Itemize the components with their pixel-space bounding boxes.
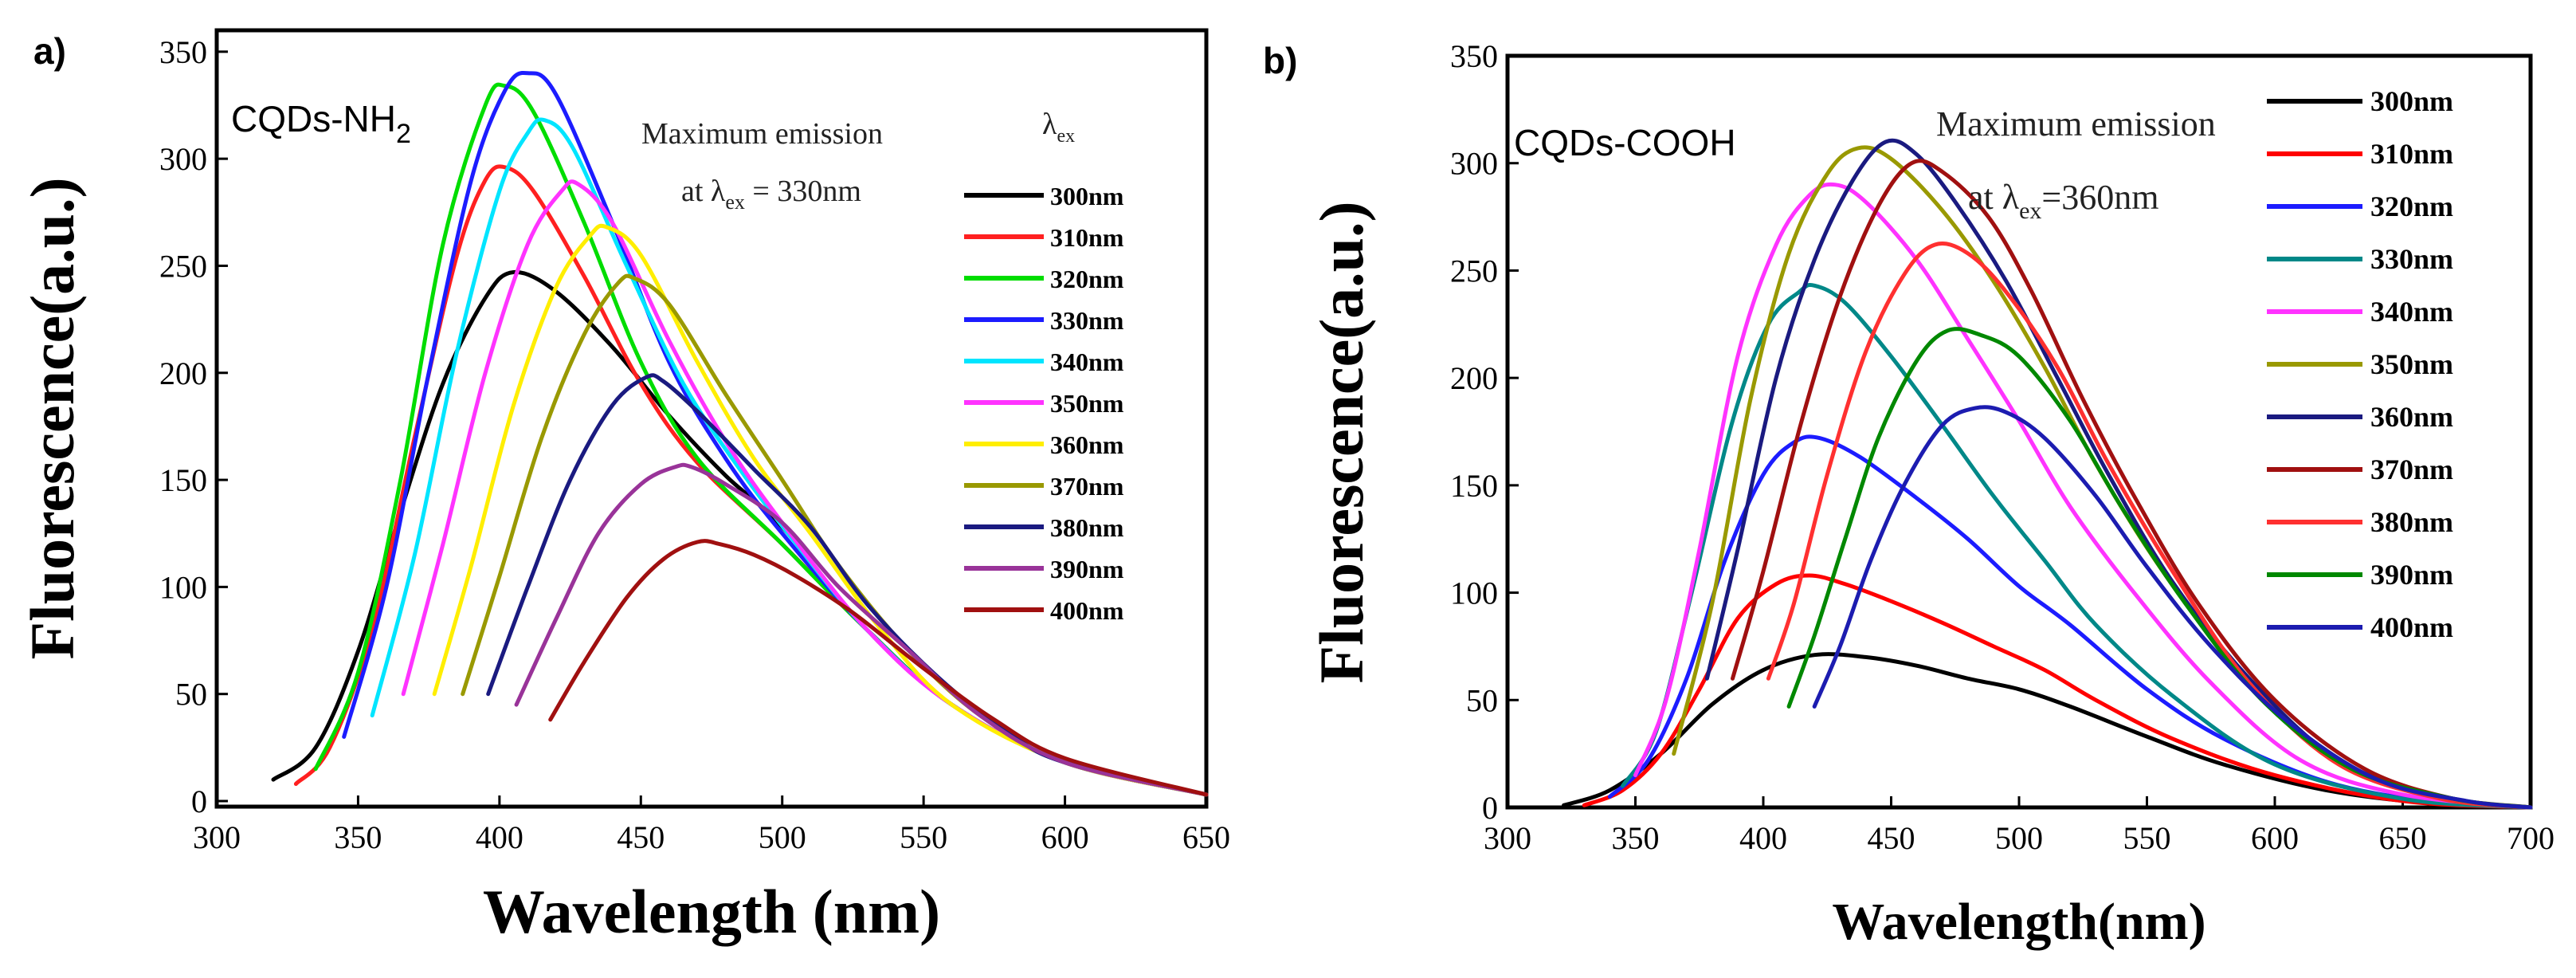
panel-b-legend-label: 330nm [2370,243,2453,275]
panel-a-y-tick-label: 300 [159,141,207,177]
panel-a-legend-label: 400nm [1050,596,1124,625]
panel-a: a) 300 350 400 450 500 550 600 650 0 50 100 150 200 2… [18,28,1230,946]
panel-b-y-tick-label: 200 [1450,360,1498,396]
panel-b-series-line-300nm [1562,652,2533,810]
panel-a-y-tick-label: 50 [175,677,207,713]
panel-b-legend-label: 340nm [2370,296,2453,328]
panel-a-x-tick-label: 550 [900,819,947,855]
panel-b-series-group [1562,138,2533,810]
panel-b-sample-label: CQDs-COOH [1514,122,1736,163]
panel-b-legend-label: 350nm [2370,348,2453,380]
panel-b-y-tick-label: 100 [1450,575,1498,611]
panel-a-x-tick-label: 300 [193,819,241,855]
panel-b-label: b) [1263,40,1297,81]
panel-a-series-group [271,70,1209,797]
panel-b: b) 300 350 400 450 500 550 600 650 700 0 50 100 150 2… [1263,38,2554,951]
panel-a-annotation-line2: at λex = 330nm [681,175,861,214]
panel-b-y-tick-label: 250 [1450,253,1498,289]
panel-a-x-axis-label: Wavelength (nm) [483,877,940,946]
panel-b-y-tick-label: 150 [1450,468,1498,504]
panel-b-x-tick-label: 400 [1739,820,1787,856]
panel-b-x-tick-label: 300 [1484,820,1531,856]
panel-a-y-tick-label: 150 [159,462,207,498]
panel-b-annotation-line1: Maximum emission [1936,104,2216,143]
panel-a-series-line-390nm [514,462,1209,797]
panel-b-legend-label: 380nm [2370,506,2453,538]
panel-a-legend-title: λex [1042,108,1075,147]
panel-b-legend-label: 310nm [2370,138,2453,170]
panel-a-annotation-line1: Maximum emission [641,117,883,151]
panel-b-legend-label: 320nm [2370,190,2453,222]
panel-b-annotation-line2: at λex=360nm [1968,178,2158,224]
panel-a-y-axis-label: Fluorescence(a.u.) [18,177,87,659]
panel-a-sample-label: CQDs-NH2 [231,98,411,149]
panel-a-x-tick-label: 600 [1041,819,1089,855]
panel-a-y-tick-label: 0 [191,784,207,819]
panel-a-axis-ticks: 300 350 400 450 500 550 600 650 0 50 100 150 200 250 3… [159,34,1230,855]
panel-b-series-line-340nm [1633,182,2533,810]
panel-b-x-tick-label: 650 [2379,820,2427,856]
panel-b-x-axis-label: Wavelength(nm) [1832,893,2205,951]
panel-a-y-tick-label: 100 [159,569,207,605]
panel-b-y-tick-label: 350 [1450,38,1498,74]
panel-a-legend-label: 340nm [1050,348,1124,376]
panel-b-legend-label: 360nm [2370,401,2453,433]
panel-b-x-tick-label: 700 [2507,820,2554,856]
panel-a-label: a) [33,30,66,72]
panel-a-y-tick-label: 250 [159,248,207,284]
panel-a-legend-label: 350nm [1050,389,1124,418]
panel-a-series-line-400nm [548,539,1209,797]
panel-a-legend-label: 360nm [1050,430,1124,459]
panel-b-axis-ticks: 300 350 400 450 500 550 600 650 700 0 50 100 150 200 2… [1450,38,2554,856]
panel-b-x-tick-label: 500 [1995,820,2043,856]
panel-a-series-line-380nm [486,373,1209,797]
panel-a-x-tick-label: 500 [759,819,806,855]
panel-b-series-line-310nm [1582,573,2533,810]
panel-a-y-tick-label: 350 [159,34,207,70]
panel-b-legend-label: 390nm [2370,559,2453,591]
panel-b-x-tick-label: 350 [1612,820,1660,856]
panel-b-y-tick-label: 50 [1466,682,1498,718]
panel-b-legend: 300nm 310nm 320nm 330nm 340nm 350nm 360nm 370nm… [2267,85,2453,643]
panel-b-legend-label: 370nm [2370,454,2453,485]
panel-b-legend-label: 400nm [2370,611,2453,643]
panel-a-legend-label: 310nm [1050,223,1124,252]
panel-b-series-line-400nm [1812,405,2533,810]
panel-a-x-tick-label: 350 [334,819,382,855]
panel-b-series-line-330nm [1621,282,2533,810]
panel-a-legend: 300nm 310nm 320nm 330nm 340nm 350nm 360nm 370nm… [964,182,1124,625]
panel-a-x-tick-label: 650 [1182,819,1230,855]
panel-b-y-tick-label: 0 [1482,790,1498,826]
panel-a-x-tick-label: 400 [476,819,523,855]
panel-b-series-line-370nm [1731,159,2533,810]
panel-a-plot-frame [214,28,1209,809]
panel-b-y-tick-label: 300 [1450,146,1498,182]
panel-b-legend-label: 300nm [2370,85,2453,117]
panel-a-legend-label: 370nm [1050,472,1124,501]
panel-a-legend-label: 320nm [1050,265,1124,293]
panel-b-y-axis-label: Fluorescence(a.u.) [1307,201,1376,683]
panel-a-legend-label: 330nm [1050,306,1124,335]
panel-b-x-tick-label: 600 [2251,820,2299,856]
panel-a-x-tick-label: 450 [617,819,665,855]
panel-a-legend-label: 300nm [1050,182,1124,210]
panel-a-series-line-360nm [432,223,1209,797]
panel-b-x-tick-label: 450 [1868,820,1915,856]
panel-a-legend-label: 380nm [1050,513,1124,542]
panel-a-legend-label: 390nm [1050,555,1124,583]
panel-b-x-tick-label: 550 [2123,820,2171,856]
panel-a-y-tick-label: 200 [159,355,207,391]
panel-b-series-line-390nm [1786,327,2533,810]
